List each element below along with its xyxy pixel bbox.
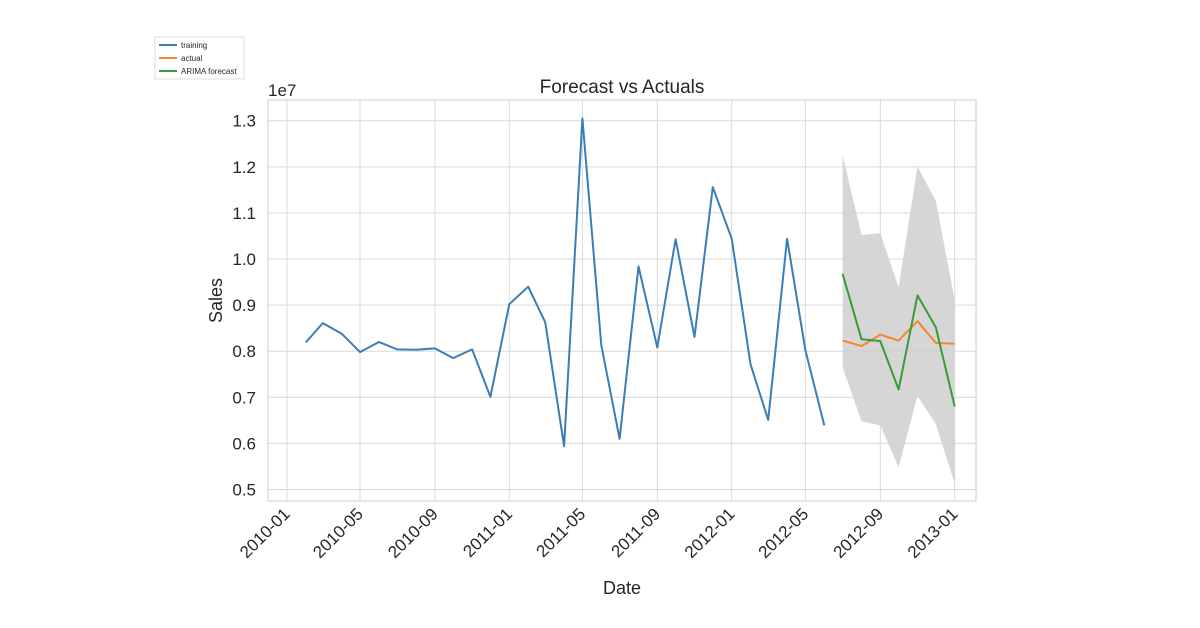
legend-item-training: training bbox=[159, 41, 207, 50]
y-axis-label: Sales bbox=[206, 278, 226, 323]
training-series-line bbox=[305, 117, 826, 448]
x-tick-label: 2011-01 bbox=[459, 504, 516, 561]
y-tick-label: 0.8 bbox=[232, 342, 256, 361]
x-tick-label: 2010-01 bbox=[236, 504, 294, 562]
legend-item-actual: actual bbox=[159, 54, 203, 63]
forecast-series-line bbox=[841, 273, 956, 407]
x-tick-label: 2013-01 bbox=[904, 504, 962, 562]
x-tick-label: 2011-09 bbox=[607, 504, 664, 561]
y-tick-label: 1.3 bbox=[232, 112, 256, 131]
confidence-band-layer bbox=[842, 155, 955, 484]
legend-item-forecast: ARIMA forecast bbox=[159, 67, 237, 76]
x-tick-label: 2010-05 bbox=[309, 504, 367, 562]
chart-title: Forecast vs Actuals bbox=[540, 77, 705, 98]
y-tick-label: 0.7 bbox=[232, 388, 256, 407]
y-axis-ticks: 0.5 0.6 0.7 0.8 0.9 1.0 1.1 1.2 1.3 bbox=[232, 112, 256, 500]
y-axis-scale-label: 1e7 bbox=[268, 81, 296, 100]
y-tick-label: 0.6 bbox=[232, 434, 256, 453]
confidence-band bbox=[842, 155, 955, 484]
x-tick-label: 2010-09 bbox=[384, 504, 442, 562]
y-tick-label: 1.0 bbox=[232, 250, 256, 269]
legend: training actual ARIMA forecast bbox=[154, 36, 245, 80]
y-tick-label: 0.5 bbox=[232, 480, 256, 499]
legend-label: training bbox=[181, 41, 207, 50]
legend-label: actual bbox=[181, 54, 203, 63]
x-tick-label: 2012-01 bbox=[681, 504, 739, 562]
y-tick-label: 1.2 bbox=[232, 158, 256, 177]
legend-label: ARIMA forecast bbox=[181, 67, 237, 76]
series-layer bbox=[305, 117, 956, 448]
plot-frame bbox=[267, 99, 977, 502]
y-tick-label: 1.1 bbox=[232, 204, 256, 223]
x-tick-label: 2011-05 bbox=[533, 504, 590, 561]
actual-series-line bbox=[842, 320, 955, 348]
x-tick-label: 2012-05 bbox=[755, 504, 813, 562]
x-tick-label: 2012-09 bbox=[830, 504, 888, 562]
x-axis-ticks: 2010-01 2010-05 2010-09 2011-01 2011-05 2011-… bbox=[236, 504, 961, 562]
x-axis-label: Date bbox=[603, 578, 641, 598]
y-tick-label: 0.9 bbox=[232, 296, 256, 315]
